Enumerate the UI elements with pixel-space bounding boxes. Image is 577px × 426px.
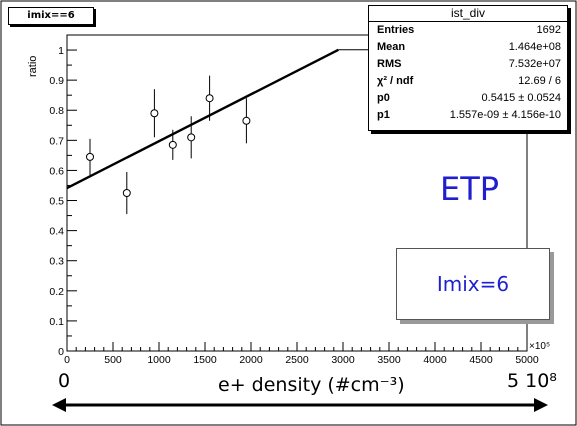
x-tick-label: 1000: [147, 354, 171, 366]
arrow-right-head: [534, 398, 548, 412]
stats-row: p1 1.557e-09 ± 4.156e-10: [369, 107, 567, 124]
y-tick-label: 0.8: [49, 105, 64, 117]
x-start-label: 0: [58, 370, 71, 392]
x-tick-label: 3500: [377, 354, 401, 366]
data-point: [122, 189, 131, 197]
data-point: [150, 109, 159, 118]
stats-key: χ² / ndf: [377, 75, 414, 87]
x-tick-label: 1500: [193, 354, 217, 366]
data-point: [86, 152, 94, 161]
x-tick-label: 4000: [423, 354, 447, 366]
x-tick-label: 4500: [469, 354, 493, 366]
stats-value: 1.464e+08: [508, 41, 561, 53]
x-tick-label: 500: [104, 354, 122, 366]
x-end-label: 5 10⁸: [507, 370, 557, 392]
x-multiplier-label: ×10⁵: [529, 341, 550, 352]
y-tick-label: 0.2: [49, 286, 64, 298]
stats-key: Mean: [377, 41, 406, 53]
data-point: [205, 94, 214, 103]
stats-value: 0.5415 ± 0.0524: [481, 92, 561, 104]
y-tick-label: 0.5: [49, 196, 64, 208]
x-tick-label: 3000: [331, 354, 355, 366]
x-caption: e+ density (#cm⁻³): [218, 374, 405, 396]
data-point: [242, 116, 251, 125]
y-axis-label: ratio: [27, 56, 39, 77]
histogram-tag: imix==6: [8, 7, 94, 25]
y-tick-label: 1: [58, 45, 64, 57]
y-tick-label: 0.9: [49, 75, 64, 87]
stats-key: RMS: [377, 58, 402, 70]
stats-key: p0: [377, 92, 390, 104]
stats-value: 12.69 / 6: [518, 75, 561, 87]
y-tick-label: 0.4: [49, 226, 64, 238]
x-tick-label: 0: [64, 354, 70, 366]
etp-label: ETP: [440, 170, 500, 208]
imix-label-box: Imix=6: [396, 248, 550, 320]
stats-row: Mean 1.464e+08: [369, 39, 567, 56]
stats-key: p1: [377, 109, 390, 121]
data-point: [168, 140, 177, 149]
stats-row: Entries 1692: [369, 22, 567, 39]
stats-value: 1692: [536, 24, 561, 36]
y-tick-label: 0.1: [49, 316, 64, 328]
y-tick-label: 0: [58, 346, 64, 358]
x-tick-label: 2000: [239, 354, 263, 366]
y-tick-label: 0.7: [49, 135, 64, 147]
stats-value: 7.532e+07: [508, 58, 561, 70]
y-tick-label: 0.6: [49, 165, 64, 177]
arrow-left-head: [52, 398, 66, 412]
stats-value: 1.557e-09 ± 4.156e-10: [449, 109, 561, 121]
stats-box: ist_div Entries 1692 Mean 1.464e+08 RMS 7.5…: [368, 5, 568, 131]
fit-line: [66, 48, 339, 190]
stats-key: Entries: [377, 24, 415, 36]
stats-row: χ² / ndf 12.69 / 6: [369, 73, 567, 90]
y-tick-label: 0.3: [49, 256, 64, 268]
stats-title: ist_div: [369, 6, 567, 22]
stats-row: p0 0.5415 ± 0.0524: [369, 90, 567, 107]
x-tick-label: 5000: [515, 354, 539, 366]
stats-row: RMS 7.532e+07: [369, 56, 567, 73]
x-tick-label: 2500: [285, 354, 309, 366]
data-point: [187, 133, 196, 142]
